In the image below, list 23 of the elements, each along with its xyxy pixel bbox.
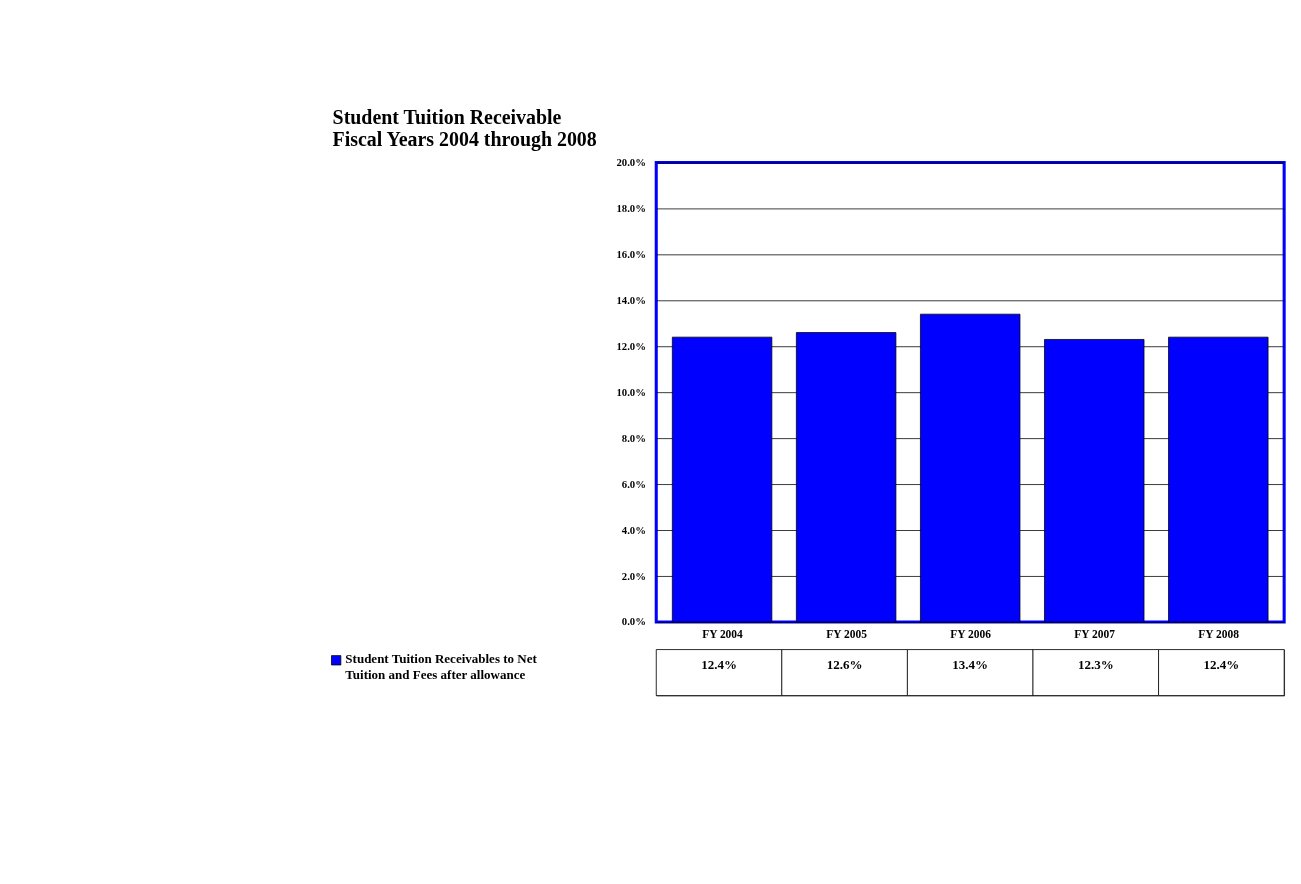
y-tick-label: 4.0%: [621, 523, 646, 536]
y-tick-label: 18.0%: [616, 201, 646, 214]
y-tick-label: 20.0%: [616, 156, 646, 169]
x-tick-label: FY 2004: [702, 627, 744, 640]
data-label: 13.4%: [952, 656, 989, 672]
x-tick-label: FY 2007: [1074, 627, 1116, 640]
data-label: 12.3%: [1077, 656, 1114, 672]
data-label: 12.4%: [1203, 656, 1240, 672]
y-tick-label: 16.0%: [616, 247, 646, 260]
y-tick-label: 14.0%: [616, 293, 646, 306]
y-tick-label: 6.0%: [621, 477, 646, 490]
y-tick-label: 12.0%: [616, 339, 646, 352]
data-label: 12.4%: [701, 656, 737, 672]
y-tick-label: 0.0%: [621, 615, 646, 628]
data-label: 12.6%: [826, 656, 863, 672]
text: Student Tuition Receivable Fiscal Years 2004 through 2008: [332, 106, 597, 151]
y-tick-label: 10.0%: [616, 385, 646, 398]
x-tick-label: FY 2006: [950, 627, 992, 640]
y-tick-label: 2.0%: [621, 569, 646, 582]
x-tick-label: FY 2005: [826, 627, 868, 640]
y-tick-label: 8.0%: [621, 431, 646, 444]
x-tick-label: FY 2008: [1198, 627, 1240, 640]
legend-label: Student Tuition Receivables to Net Tuition and Fees after allowance: [345, 650, 538, 683]
